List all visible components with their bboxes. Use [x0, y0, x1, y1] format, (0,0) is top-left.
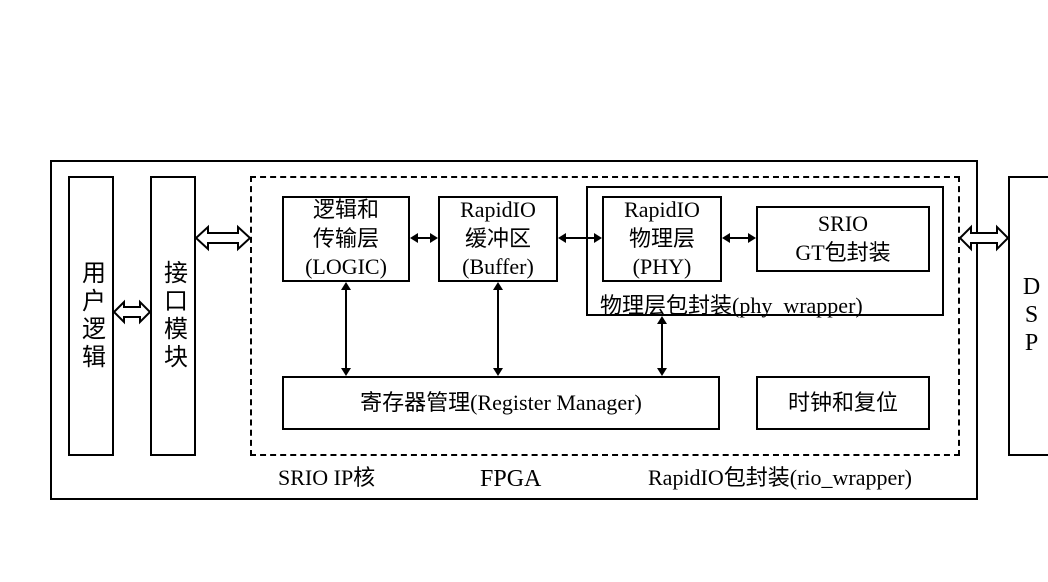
phy-box: RapidIO 物理层 (PHY)	[602, 196, 722, 282]
hollow-arrow-3	[960, 224, 1008, 252]
dsp-label: DSP	[1018, 274, 1045, 358]
phy-wrapper-label: 物理层包封装(phy_wrapper)	[600, 288, 863, 320]
buffer-label: RapidIO 缓冲区 (Buffer)	[460, 196, 536, 282]
solid-v-arrow-2	[490, 282, 506, 376]
logic-label: 逻辑和 传输层 (LOGIC)	[305, 196, 387, 282]
fpga-label: FPGA	[480, 466, 541, 493]
solid-v-arrow-1	[338, 282, 354, 376]
register-manager-label: 寄存器管理(Register Manager)	[360, 389, 642, 418]
logic-box: 逻辑和 传输层 (LOGIC)	[282, 196, 410, 282]
phy-label: RapidIO 物理层 (PHY)	[624, 196, 700, 282]
interface-module-label: 接口模块	[156, 260, 191, 372]
register-manager-box: 寄存器管理(Register Manager)	[282, 376, 720, 430]
dsp-box: DSP	[1008, 176, 1048, 456]
gt-label: SRIO GT包封装	[795, 210, 890, 267]
rio-wrapper-label: RapidIO包封装(rio_wrapper)	[648, 460, 912, 492]
hollow-arrow-2	[196, 224, 250, 252]
clock-reset-label: 时钟和复位	[788, 389, 898, 418]
clock-reset-box: 时钟和复位	[756, 376, 930, 430]
srio-ip-label: SRIO IP核	[278, 460, 375, 492]
solid-h-arrow-1	[410, 230, 438, 246]
hollow-arrow-1	[114, 298, 150, 326]
solid-h-arrow-3	[722, 230, 756, 246]
solid-v-arrow-3	[654, 316, 670, 376]
interface-module-box: 接口模块	[150, 176, 196, 456]
diagram-canvas: FPGA 用户逻辑 接口模块 SRIO IP核 RapidIO包封装(rio_w…	[20, 20, 1048, 562]
gt-box: SRIO GT包封装	[756, 206, 930, 272]
user-logic-box: 用户逻辑	[68, 176, 114, 456]
solid-h-arrow-2	[558, 230, 602, 246]
user-logic-label: 用户逻辑	[74, 260, 109, 372]
buffer-box: RapidIO 缓冲区 (Buffer)	[438, 196, 558, 282]
